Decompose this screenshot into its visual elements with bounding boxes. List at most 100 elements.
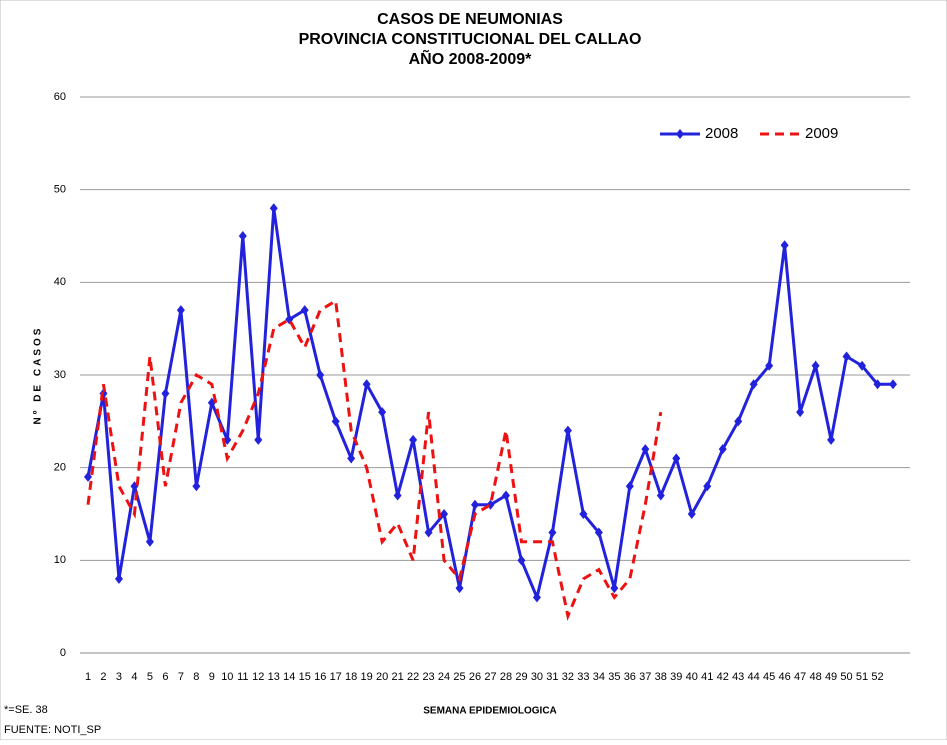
x-tick-label: 17 — [330, 671, 342, 683]
x-tick-label: 30 — [531, 671, 543, 683]
point — [84, 471, 92, 482]
x-tick-label: 31 — [546, 671, 558, 683]
point — [842, 351, 851, 362]
x-tick-label: 50 — [840, 671, 852, 683]
series-line — [86, 298, 663, 621]
x-tick-label: 32 — [562, 671, 574, 683]
x-tick-label: 27 — [484, 671, 496, 683]
point — [765, 360, 774, 371]
point — [347, 453, 356, 464]
x-tick-label: 29 — [515, 671, 527, 683]
x-tick-label: 14 — [283, 671, 295, 683]
point — [517, 555, 526, 566]
y-tick-label: 20 — [54, 462, 66, 474]
x-tick-label: 19 — [361, 671, 373, 683]
point — [269, 203, 278, 214]
point — [563, 425, 572, 436]
x-tick-label: 22 — [407, 671, 419, 683]
point — [734, 416, 743, 427]
x-tick-label: 10 — [221, 671, 233, 683]
point — [703, 481, 712, 492]
point — [316, 370, 325, 380]
x-tick-label: 40 — [686, 671, 698, 683]
x-tick-label: 41 — [701, 671, 713, 683]
point — [114, 573, 123, 584]
point — [610, 583, 619, 594]
x-tick-label: 45 — [763, 671, 775, 683]
x-tick-label: 46 — [779, 671, 791, 683]
point — [641, 444, 650, 455]
x-tick-label: 42 — [717, 671, 729, 683]
point — [687, 509, 696, 519]
x-tick-label: 43 — [732, 671, 744, 683]
point — [501, 490, 510, 501]
x-tick-label: 2 — [100, 671, 106, 683]
point — [749, 379, 758, 390]
point — [409, 434, 418, 445]
point — [440, 509, 449, 519]
point — [532, 592, 541, 603]
x-tick-label: 24 — [438, 671, 450, 683]
point — [192, 481, 201, 492]
x-tick-label: 48 — [809, 671, 821, 683]
x-tick-label: 12 — [252, 671, 264, 683]
y-axis-label: Nº DE CASOS — [33, 326, 44, 425]
x-tick-label: 4 — [131, 671, 137, 683]
point — [889, 379, 897, 390]
y-tick-label: 40 — [54, 276, 66, 288]
x-tick-label: 16 — [314, 671, 326, 683]
footnote: *=SE. 38 — [4, 704, 48, 716]
x-tick-label: 3 — [116, 671, 122, 683]
x-tick-label: 38 — [655, 671, 667, 683]
x-tick-label: 20 — [376, 671, 388, 683]
x-tick-label: 33 — [577, 671, 589, 683]
point — [548, 527, 557, 538]
y-tick-label: 50 — [54, 184, 66, 196]
y-tick-label: 0 — [60, 647, 66, 659]
legend-label: 2008 — [705, 125, 738, 142]
point — [656, 490, 665, 501]
point — [780, 240, 789, 251]
x-tick-label: 26 — [469, 671, 481, 683]
point — [718, 444, 727, 455]
x-tick-label: 6 — [162, 671, 168, 683]
point — [594, 527, 603, 538]
x-tick-label: 13 — [268, 671, 280, 683]
point — [625, 481, 634, 492]
point — [796, 407, 805, 418]
x-tick-label: 8 — [193, 671, 199, 683]
x-tick-label: 44 — [748, 671, 760, 683]
x-tick-label: 18 — [345, 671, 357, 683]
x-tick-label: 23 — [422, 671, 434, 683]
point — [873, 379, 882, 390]
point — [362, 379, 371, 390]
x-tick-label: 51 — [856, 671, 868, 683]
point — [827, 434, 836, 445]
x-tick-label: 34 — [593, 671, 605, 683]
x-tick-label: 52 — [871, 671, 883, 683]
point — [471, 499, 480, 510]
x-tick-label: 1 — [85, 671, 91, 683]
chart-title: AÑO 2008-2009* — [409, 48, 533, 68]
legend-label: 2009 — [805, 125, 838, 142]
x-tick-label: 25 — [453, 671, 465, 683]
x-axis-label: SEMANA EPIDEMIOLOGICA — [423, 706, 557, 717]
point — [300, 305, 309, 316]
point — [238, 231, 247, 241]
chart-title: PROVINCIA CONSTITUCIONAL DEL CALLAO — [299, 31, 642, 48]
y-tick-label: 60 — [54, 91, 66, 103]
point — [455, 583, 464, 594]
point — [811, 360, 820, 371]
y-tick-label: 30 — [54, 369, 66, 381]
x-tick-label: 11 — [237, 671, 248, 683]
x-tick-label: 36 — [624, 671, 636, 683]
chart-title: CASOS DE NEUMONIAS — [377, 11, 563, 28]
x-tick-label: 49 — [825, 671, 837, 683]
point — [672, 453, 681, 464]
x-tick-label: 5 — [147, 671, 153, 683]
x-tick-label: 35 — [608, 671, 620, 683]
point — [254, 434, 263, 445]
footnote: FUENTE: NOTI_SP — [4, 724, 101, 736]
